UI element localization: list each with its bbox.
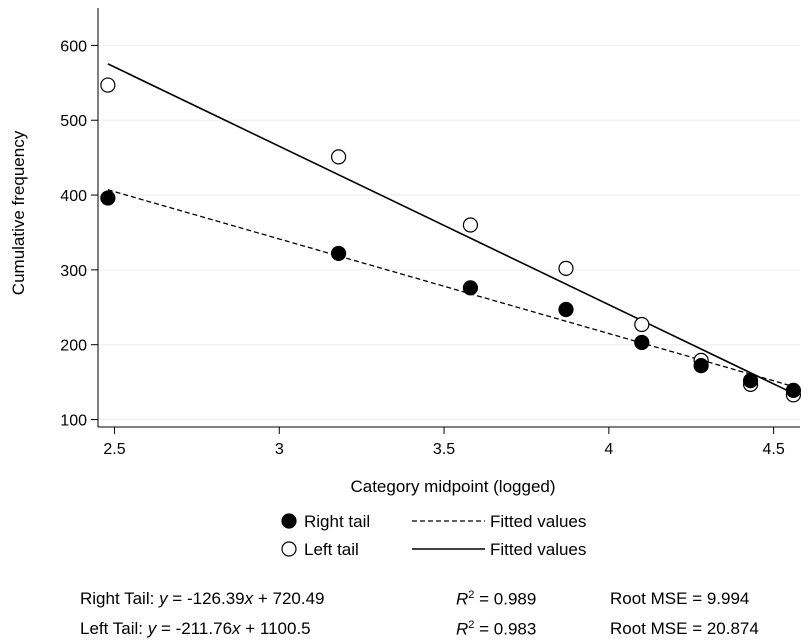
right-tail-r2: R2 = 0.989 (456, 589, 536, 610)
axes: 100 200 300 400 500 600 2.5 3 3.5 4 4.5 (60, 8, 800, 458)
x-tick-label: 4.5 (763, 441, 785, 458)
y-tick-label: 400 (60, 188, 87, 205)
left-tail-point (462, 217, 479, 233)
right-tail-point (558, 301, 574, 318)
left-tail-r-sup: 2 (468, 619, 475, 631)
left-tail-label: Left Tail: (80, 619, 144, 638)
x-tick-label: 3.5 (433, 441, 455, 458)
legend-left-tail-marker (281, 541, 297, 557)
right-tail-eq-y: y (159, 589, 168, 608)
legend-right-tail-marker (281, 513, 297, 529)
right-tail-eq-slope: = -126.39 (167, 589, 245, 608)
x-tick-label: 4 (604, 441, 613, 458)
right-tail-equation: Right Tail: y = -126.39x + 720.49 (80, 589, 324, 609)
y-tick-label: 600 (60, 38, 87, 55)
right-tail-label: Right Tail: (80, 589, 155, 608)
right-tail-point (100, 190, 116, 206)
x-tick-label: 2.5 (103, 441, 125, 458)
left-tail-eq-intercept: + 1100.5 (240, 619, 311, 638)
legend-left-tail-label: Left tail (304, 540, 359, 559)
y-tick-label: 500 (60, 113, 87, 130)
left-tail-r-value: = 0.983 (474, 619, 537, 639)
right-tail-eq-intercept: + 720.49 (253, 589, 325, 608)
y-axis-title: Cumulative frequency (9, 130, 28, 295)
right-tail-point (742, 373, 759, 389)
y-tick-label: 200 (60, 338, 87, 355)
right-tail-point (330, 245, 347, 262)
legend-right-tail-label: Right tail (304, 512, 370, 531)
left-tail-r-letter: R (456, 619, 469, 639)
regression-stats: Right Tail: y = -126.39x + 720.49 R2 = 0… (0, 584, 808, 640)
legend: Right tail Fitted values Left tail Fitted v… (281, 512, 586, 559)
left-tail-rmse: Root MSE = 20.874 (610, 619, 759, 638)
fit-line-left-tail (107, 63, 794, 395)
left-tail-equation: Left Tail: y = -211.76x + 1100.5 (80, 619, 311, 639)
right-tail-point (785, 382, 802, 398)
legend-fitted-right-label: Fitted values (490, 512, 586, 531)
right-tail-r-value: = 0.989 (474, 589, 537, 609)
right-tail-r-letter: R (456, 589, 469, 609)
legend-fitted-left-label: Fitted values (490, 540, 586, 559)
gridlines (98, 44, 800, 421)
left-tail-eq-y: y (147, 619, 157, 638)
right-tail-rmse: Root MSE = 9.994 (610, 589, 750, 608)
right-tail-point (634, 334, 650, 351)
left-tail-point (330, 149, 347, 165)
left-tail-point (100, 77, 116, 93)
x-axis-title: Category midpoint (logged) (350, 477, 555, 496)
left-tail-eq-x: x (232, 619, 241, 638)
left-tail-r2: R2 = 0.983 (456, 619, 536, 640)
x-tick-label: 3 (275, 441, 284, 458)
left-tail-point (634, 316, 650, 333)
y-tick-label: 100 (60, 413, 87, 430)
fit-line-right-tail (107, 189, 794, 388)
left-tail-eq-slope: = -211.76 (156, 619, 233, 638)
fit-lines (107, 63, 794, 395)
right-tail-point (693, 358, 709, 374)
right-tail-eq-x: x (244, 589, 254, 608)
data-points (100, 77, 802, 403)
scatter-chart: 100 200 300 400 500 600 2.5 3 3.5 4 4.5 Category m… (9, 8, 802, 559)
right-tail-point (462, 280, 479, 296)
right-tail-r-sup: 2 (468, 589, 475, 601)
y-tick-label: 300 (60, 263, 87, 280)
left-tail-point (558, 260, 574, 276)
